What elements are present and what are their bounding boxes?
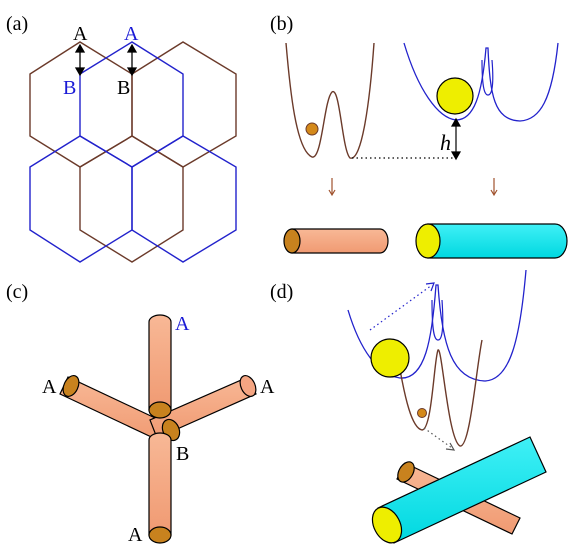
arrow-head xyxy=(426,283,434,291)
brown-hexagon xyxy=(30,42,132,167)
potential-brown-d xyxy=(398,340,482,446)
orange-tube xyxy=(284,229,388,253)
tube-bottom xyxy=(149,433,171,543)
panel-a: (a) A A B B xyxy=(6,13,236,262)
double-well-potential-blue xyxy=(404,43,558,121)
blue-hexagon xyxy=(30,136,132,262)
small-ball xyxy=(306,123,318,135)
small-ball xyxy=(418,409,427,418)
label-b-center: B xyxy=(176,443,189,465)
label-a-top-blue: A xyxy=(175,313,190,335)
label-a-bottom: A xyxy=(128,524,143,546)
tube-end-cap xyxy=(149,402,171,418)
panel-b-label: (b) xyxy=(270,13,293,35)
label-b: B xyxy=(117,77,130,99)
cyan-tube xyxy=(416,224,567,258)
panel-d: (d) xyxy=(270,270,546,546)
blue-hexagon xyxy=(132,136,236,262)
tube-end-cap xyxy=(416,224,440,258)
large-ball xyxy=(371,339,409,377)
blue-honeycomb-lattice xyxy=(30,42,236,262)
cyan-tube-d xyxy=(367,437,546,546)
arrow-head-up xyxy=(128,45,136,52)
tube-end-cap xyxy=(149,527,171,543)
height-arrow xyxy=(452,119,460,159)
tube-top xyxy=(149,315,171,418)
down-arrows xyxy=(329,178,497,195)
brown-honeycomb-lattice xyxy=(30,42,236,262)
dotted-arrow-gray xyxy=(424,428,452,448)
tube-end-cap xyxy=(284,229,300,253)
label-a-left: A xyxy=(42,376,57,398)
panel-c: (c) A A A B A xyxy=(6,281,275,546)
panel-a-label: (a) xyxy=(6,13,28,35)
dotted-arrows xyxy=(370,285,432,330)
label-a-top: A xyxy=(73,23,88,45)
height-label: h xyxy=(440,130,451,155)
panel-c-label: (c) xyxy=(6,281,28,303)
label-b-blue: B xyxy=(63,77,76,99)
panel-d-label: (d) xyxy=(270,281,293,303)
brown-hexagon xyxy=(132,42,236,167)
label-a-top-blue: A xyxy=(124,23,139,45)
panel-b: (b) h xyxy=(270,13,567,258)
label-a-right: A xyxy=(260,376,275,398)
arrow-head-up xyxy=(76,45,84,52)
double-well-potential-brown xyxy=(286,43,374,158)
large-ball xyxy=(437,78,473,114)
